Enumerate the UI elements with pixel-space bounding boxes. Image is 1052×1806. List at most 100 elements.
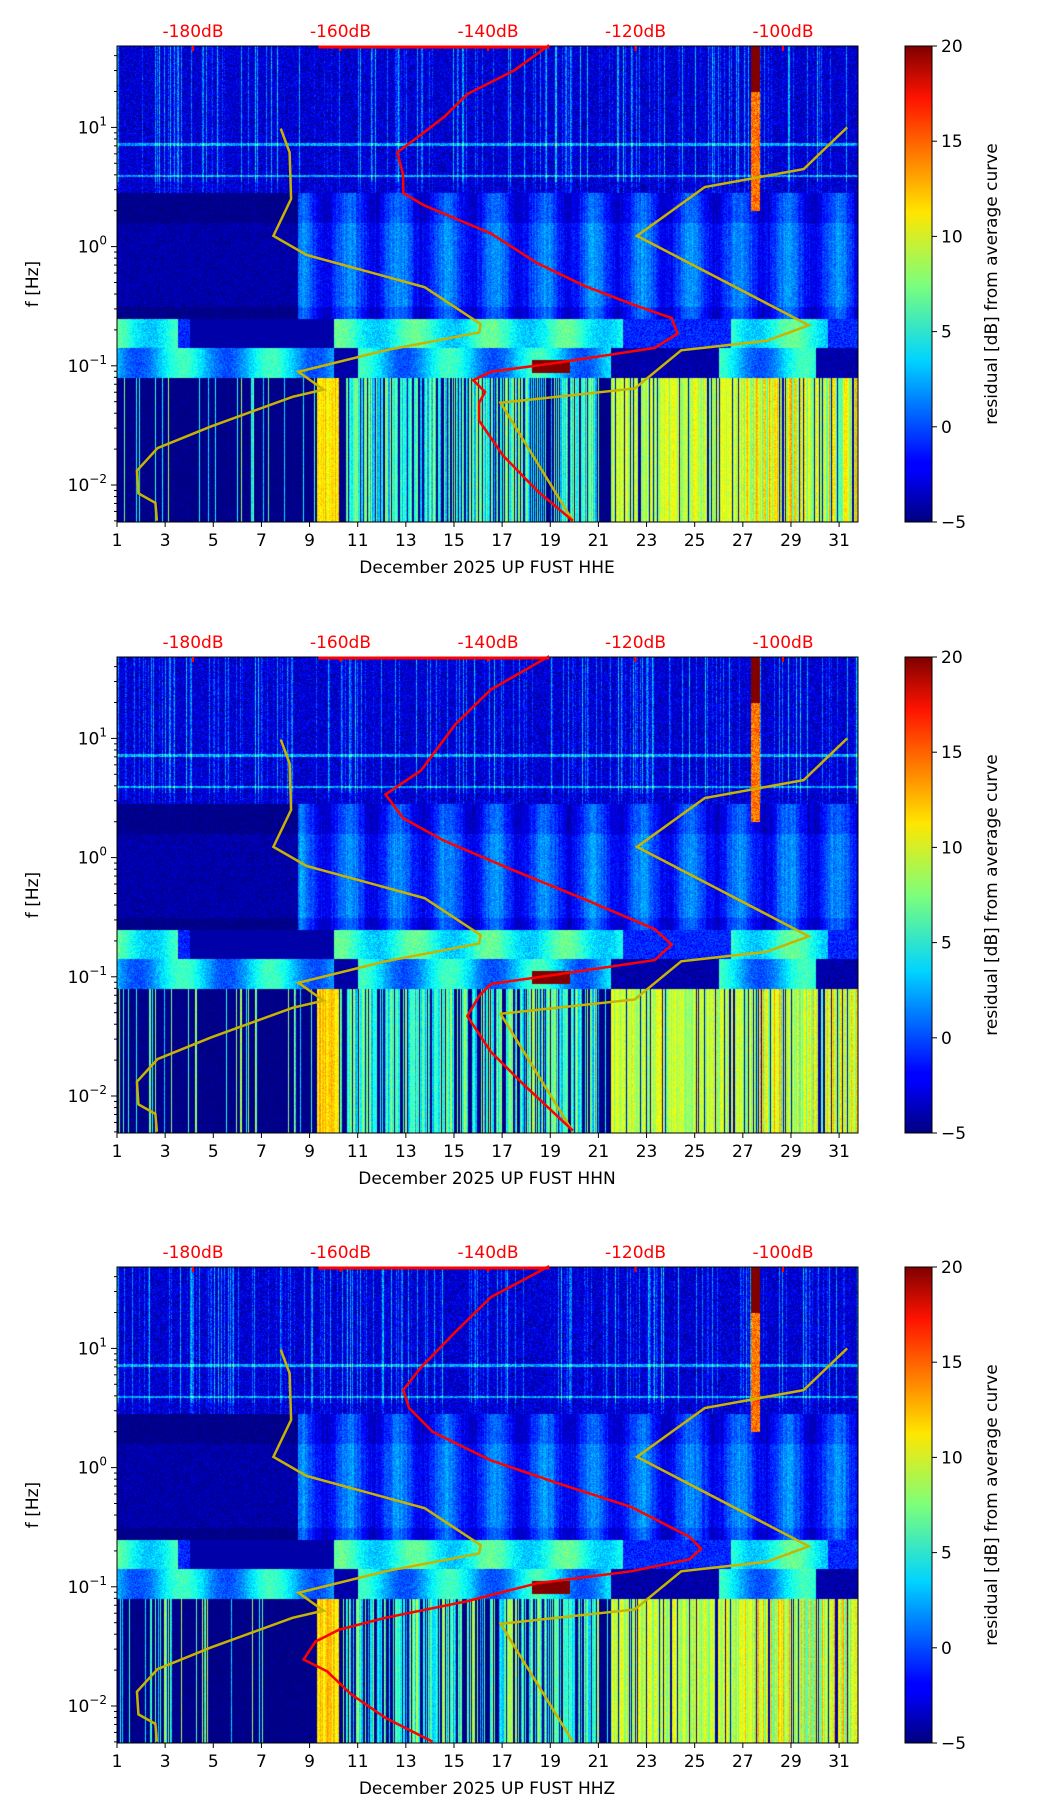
x-tick-label: 9 [304,1752,315,1772]
x-tick-label: 25 [684,1752,706,1772]
y-tick-base: 10 [78,729,100,749]
y-tick-base: 10 [68,476,90,496]
x-tick-label: 19 [539,531,561,551]
y-tick-exponent: −1 [89,1574,107,1588]
colorbar-tick-label: −5 [941,1734,966,1754]
y-tick-label: 10−1 [68,964,107,988]
x-tick-label: 11 [347,1752,369,1772]
noise-model-high-line [498,737,849,1133]
y-tick-base: 10 [68,1578,90,1598]
y-tick-exponent: 1 [99,725,107,739]
y-tick-exponent: −2 [89,1693,107,1707]
x-tick-label: 7 [256,1142,267,1162]
y-tick-exponent: −2 [89,472,107,486]
x-tick-label: 23 [636,531,658,551]
x-tick-label: 15 [443,1752,465,1772]
y-tick-label: 101 [78,1335,107,1359]
y-axis-label: f [Hz] [23,261,43,307]
x-tick-label: 5 [208,1142,219,1162]
colorbar-tick-label: 10 [941,838,963,858]
colorbar-tick-label: 0 [941,418,952,438]
x-tick-label: 1 [112,531,123,551]
x-tick-label: 27 [732,1142,754,1162]
x-tick-label: 23 [636,1752,658,1772]
x-tick-label: 27 [732,531,754,551]
x-tick-label: 31 [828,531,850,551]
y-tick-base: 10 [68,968,90,988]
top-axis-tick-label: -140dB [457,633,518,653]
top-axis-tick-label: -180dB [162,1243,223,1263]
colorbar-tick-label: −5 [941,1124,966,1144]
x-tick-label: 17 [491,1752,513,1772]
top-axis-tick-label: -160dB [310,1243,371,1263]
x-tick-label: 3 [160,1752,171,1772]
spectrogram-hhz [117,1267,858,1743]
y-tick-exponent: 1 [99,114,107,128]
noise-model-high-line [498,126,849,522]
y-tick-base: 10 [78,118,100,138]
x-axis-label: December 2025 UP FUST HHZ [359,1779,615,1799]
noise-model-low-line [135,128,482,521]
y-tick-base: 10 [68,1087,90,1107]
plot-frame [116,656,859,1134]
x-tick-label: 15 [443,531,465,551]
y-tick-base: 10 [78,238,100,258]
y-tick-label: 101 [78,114,107,138]
x-tick-label: 13 [395,531,417,551]
noise-model-low-line [135,1349,482,1742]
x-tick-label: 25 [684,1142,706,1162]
y-tick-exponent: −1 [89,353,107,367]
x-tick-label: 21 [588,1752,610,1772]
colorbar-tick-label: 0 [941,1639,952,1659]
x-tick-label: 31 [828,1752,850,1772]
plot-frame [116,1266,859,1744]
colorbar-label: residual [dB] from average curve [982,143,1002,424]
y-tick-base: 10 [68,1697,90,1717]
x-tick-label: 21 [588,531,610,551]
x-tick-label: 7 [256,1752,267,1772]
y-tick-base: 10 [68,357,90,377]
x-tick-label: 11 [347,531,369,551]
top-axis-tick-label: -100dB [752,1243,813,1263]
top-axis-tick-label: -120dB [605,22,666,42]
y-tick-label: 10−2 [68,472,107,496]
colorbar-label: residual [dB] from average curve [982,754,1002,1035]
x-tick-label: 21 [588,1142,610,1162]
x-tick-label: 29 [780,1142,802,1162]
x-tick-label: 3 [160,1142,171,1162]
y-tick-exponent: −1 [89,964,107,978]
x-tick-label: 11 [347,1142,369,1162]
colorbar-tick-label: 0 [941,1029,952,1049]
plot-frame [116,45,859,523]
spectrogram-hhn [117,657,858,1133]
colorbar-tick-label: 5 [941,934,952,954]
colorbar-tick-label: 20 [941,1258,963,1278]
x-tick-label: 13 [395,1142,417,1162]
top-axis-tick-label: -120dB [605,1243,666,1263]
colorbar-tick-label: 15 [941,1353,963,1373]
x-tick-label: 15 [443,1142,465,1162]
psd-curve-line [383,655,674,1132]
y-tick-label: 100 [78,1455,107,1479]
top-axis-tick-label: -140dB [457,1243,518,1263]
x-tick-label: 19 [539,1142,561,1162]
colorbar-tick-label: −5 [941,513,966,533]
x-tick-label: 17 [491,531,513,551]
y-tick-exponent: 0 [99,1455,107,1469]
x-tick-label: 27 [732,1752,754,1772]
x-tick-label: 9 [304,531,315,551]
x-tick-label: 1 [112,1752,123,1772]
x-tick-label: 31 [828,1142,850,1162]
x-tick-label: 29 [780,1752,802,1772]
colorbar-tick-label: 10 [941,227,963,247]
x-tick-label: 19 [539,1752,561,1772]
x-tick-label: 5 [208,531,219,551]
x-tick-label: 9 [304,1142,315,1162]
y-tick-exponent: 0 [99,234,107,248]
y-tick-label: 10−2 [68,1083,107,1107]
x-tick-label: 3 [160,531,171,551]
top-axis-tick-label: -120dB [605,633,666,653]
x-tick-label: 7 [256,531,267,551]
